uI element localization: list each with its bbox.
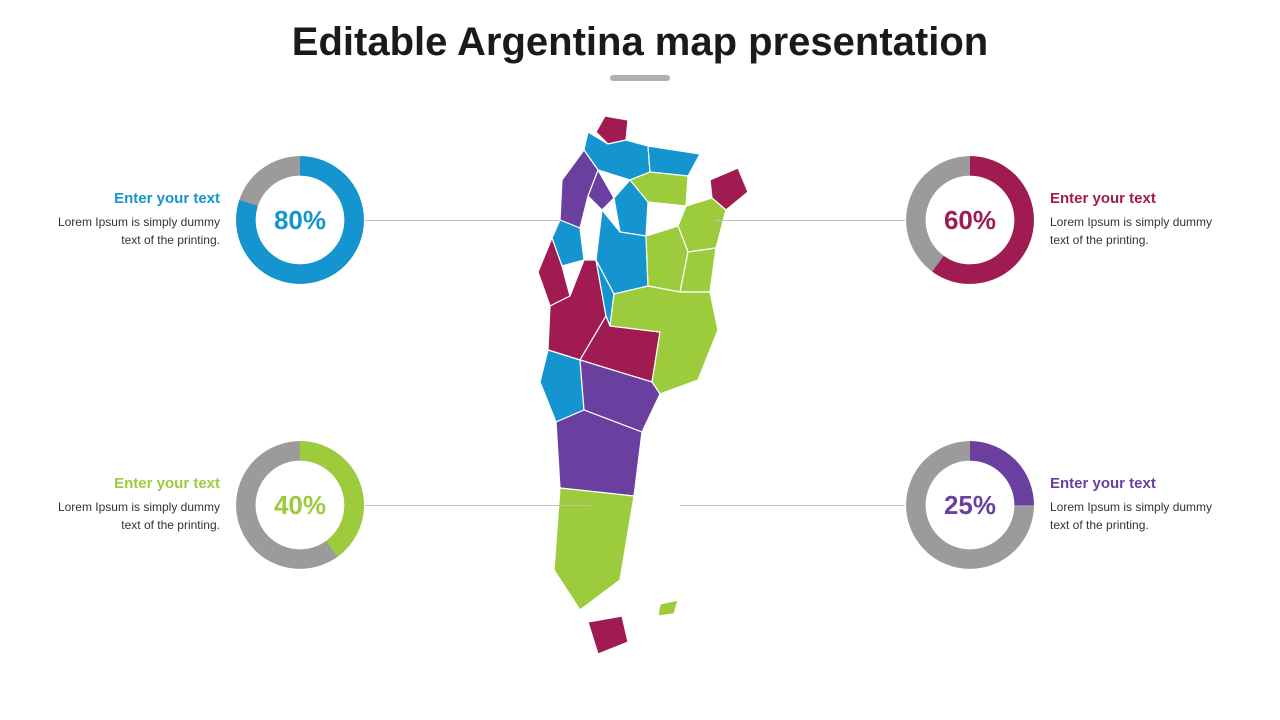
argentina-map xyxy=(510,110,770,670)
page-title: Editable Argentina map presentation xyxy=(0,20,1280,65)
label-body-d2: Lorem Ipsum is simply dummy text of the … xyxy=(1050,213,1230,249)
donut-d3: 40% xyxy=(235,440,365,570)
map-region-formosa xyxy=(648,146,700,176)
donut-d2: 60% xyxy=(905,155,1035,285)
donut-percent-d1: 80% xyxy=(235,155,365,285)
label-title-d1: Enter your text xyxy=(40,190,220,207)
label-block-d3: Enter your text Lorem Ipsum is simply dum… xyxy=(40,475,220,534)
label-body-d4: Lorem Ipsum is simply dummy text of the … xyxy=(1050,498,1230,534)
connector-d1 xyxy=(365,220,560,221)
label-body-d1: Lorem Ipsum is simply dummy text of the … xyxy=(40,213,220,249)
map-svg xyxy=(510,110,770,670)
donut-percent-d4: 25% xyxy=(905,440,1035,570)
label-block-d1: Enter your text Lorem Ipsum is simply dum… xyxy=(40,190,220,249)
connector-d4 xyxy=(680,505,905,506)
map-region-santa-cruz xyxy=(554,488,634,610)
donut-percent-d3: 40% xyxy=(235,440,365,570)
map-region-neuquen xyxy=(540,350,584,422)
connector-d3 xyxy=(365,505,590,506)
title-underline xyxy=(610,75,670,81)
map-region-t-del-fuego xyxy=(588,616,628,654)
label-title-d2: Enter your text xyxy=(1050,190,1230,207)
label-body-d3: Lorem Ipsum is simply dummy text of the … xyxy=(40,498,220,534)
donut-d1: 80% xyxy=(235,155,365,285)
donut-percent-d2: 60% xyxy=(905,155,1035,285)
connector-d2 xyxy=(715,220,905,221)
label-title-d4: Enter your text xyxy=(1050,475,1230,492)
map-region-islas xyxy=(658,600,678,616)
label-block-d4: Enter your text Lorem Ipsum is simply dum… xyxy=(1050,475,1230,534)
label-block-d2: Enter your text Lorem Ipsum is simply dum… xyxy=(1050,190,1230,249)
donut-d4: 25% xyxy=(905,440,1035,570)
label-title-d3: Enter your text xyxy=(40,475,220,492)
